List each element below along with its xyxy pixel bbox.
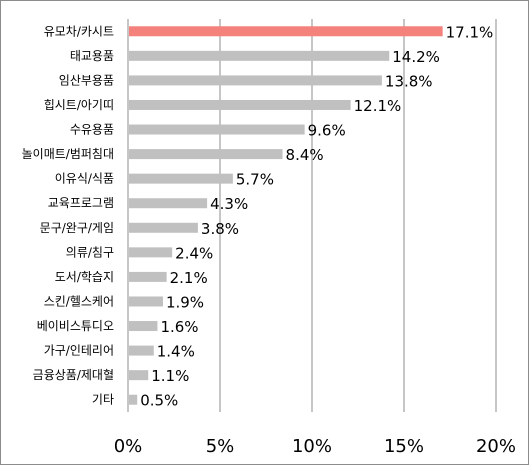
value-label-1: 14.2% — [392, 48, 440, 66]
bar-7 — [129, 198, 208, 209]
category-label-8: 문구/완구/게임 — [40, 221, 114, 235]
category-label-12: 베이비스튜디오 — [37, 319, 114, 333]
value-label-7: 4.3% — [210, 195, 248, 213]
bar-11 — [129, 296, 163, 307]
x-tick-label-3: 15% — [384, 436, 424, 457]
bar-13 — [129, 345, 154, 356]
category-label-11: 스킨/헬스케어 — [44, 294, 114, 308]
category-label-7: 교육프로그램 — [48, 196, 114, 210]
category-label-3: 힙시트/아기띠 — [44, 98, 114, 112]
bar-15 — [129, 394, 138, 405]
x-tick-label-2: 10% — [292, 436, 332, 457]
category-label-4: 수유용품 — [70, 123, 114, 137]
category-label-10: 도서/학습지 — [55, 270, 114, 284]
category-label-0: 유모차/카시트 — [44, 24, 114, 38]
bar-5 — [129, 149, 283, 160]
category-label-5: 놀이매트/범퍼침대 — [22, 147, 114, 161]
value-label-9: 2.4% — [175, 244, 213, 262]
category-label-6: 이유식/식품 — [55, 172, 114, 186]
x-tick-label-4: 20% — [476, 436, 516, 457]
bar-8 — [129, 222, 198, 233]
bar-4 — [129, 124, 305, 135]
bar-1 — [129, 50, 390, 61]
category-label-15: 기타 — [92, 393, 114, 407]
bar-6 — [129, 173, 233, 184]
value-label-3: 12.1% — [354, 97, 402, 115]
value-label-8: 3.8% — [201, 220, 239, 238]
category-label-1: 태교용품 — [70, 49, 114, 63]
value-label-12: 1.6% — [160, 318, 198, 336]
bar-14 — [129, 370, 149, 381]
value-label-11: 1.9% — [166, 293, 204, 311]
value-label-6: 5.7% — [236, 171, 274, 189]
value-label-4: 9.6% — [308, 122, 346, 140]
x-tick-label-1: 5% — [206, 436, 235, 457]
category-label-2: 임산부용품 — [59, 73, 114, 87]
value-label-15: 0.5% — [140, 392, 178, 410]
value-label-2: 13.8% — [385, 72, 433, 90]
bar-0 — [129, 26, 443, 37]
value-label-0: 17.1% — [446, 23, 494, 41]
bar-10 — [129, 271, 167, 282]
bar-2 — [129, 75, 382, 86]
value-label-13: 1.4% — [157, 343, 195, 361]
bar-12 — [129, 321, 158, 332]
value-label-14: 1.1% — [151, 367, 189, 385]
category-label-9: 의류/침구 — [66, 245, 114, 259]
bar-3 — [129, 99, 351, 110]
value-label-10: 2.1% — [170, 269, 208, 287]
value-label-5: 8.4% — [286, 146, 324, 164]
x-tick-label-0: 0% — [114, 436, 143, 457]
bar-9 — [129, 247, 173, 258]
category-label-14: 금융상품/제대혈 — [33, 368, 114, 382]
category-label-13: 가구/인테리어 — [44, 344, 114, 358]
